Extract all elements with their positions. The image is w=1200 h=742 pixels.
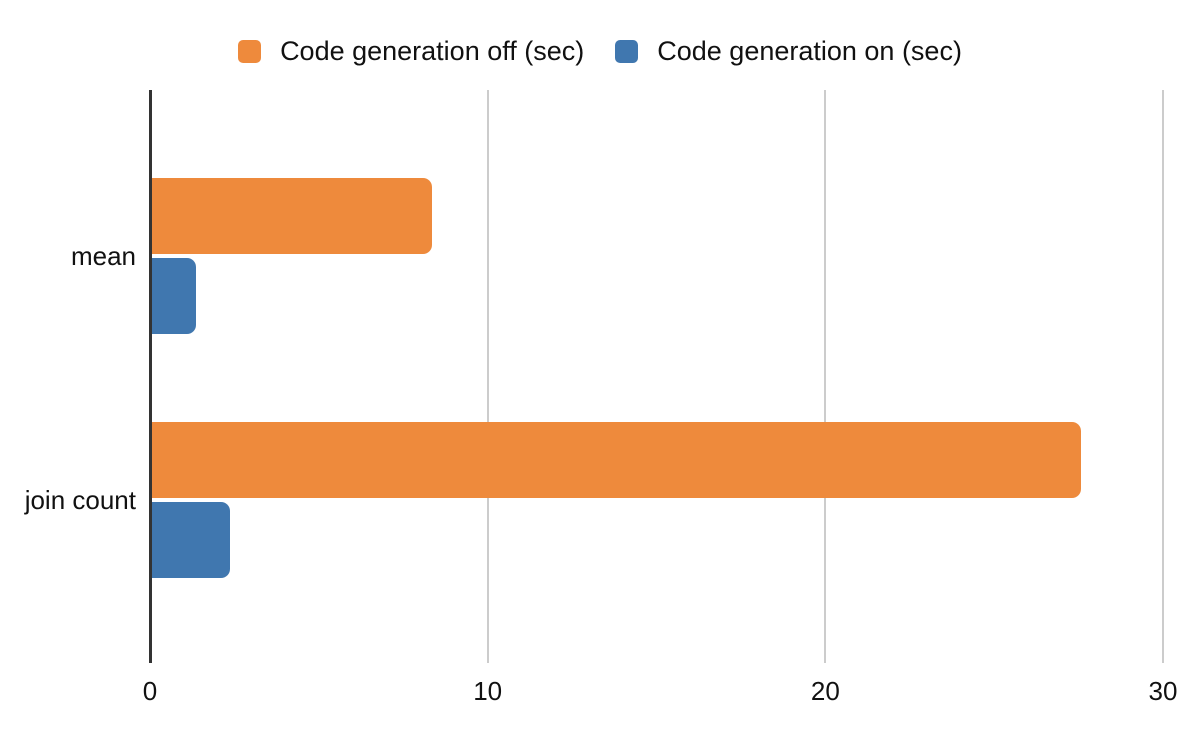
x-tick-label-20: 20 [810,676,840,706]
x-tick-label-0: 0 [142,676,158,706]
x-tick-label-10: 10 [473,676,503,706]
bar-code-generation-off-sec-join-count [152,422,1081,498]
plot-area: 0 10 20 30 mean join count [25,90,1195,706]
bar-code-generation-off-sec-mean [152,178,433,254]
category-label-mean: mean [70,241,136,271]
legend-swatch-icon [238,40,262,63]
chart-legend: Code generation off (sec) Code generation… [0,36,1200,67]
bar-code-generation-on-sec-mean [152,258,196,334]
legend-label: Code generation on (sec) [657,36,962,66]
legend-swatch-icon [615,40,639,63]
gridline-30 [1162,90,1164,663]
bar-code-generation-on-sec-join-count [152,502,230,578]
legend-item-code-generation-off-sec: Code generation off (sec) [238,36,584,67]
legend-item-code-generation-on-sec: Code generation on (sec) [615,36,962,67]
value-axis-line [148,90,152,663]
x-tick-label-30: 30 [1148,676,1178,706]
gridline-20 [824,90,827,663]
legend-label: Code generation off (sec) [280,36,585,66]
gridline-10 [486,90,489,663]
category-label-join-count: join count [24,485,136,515]
